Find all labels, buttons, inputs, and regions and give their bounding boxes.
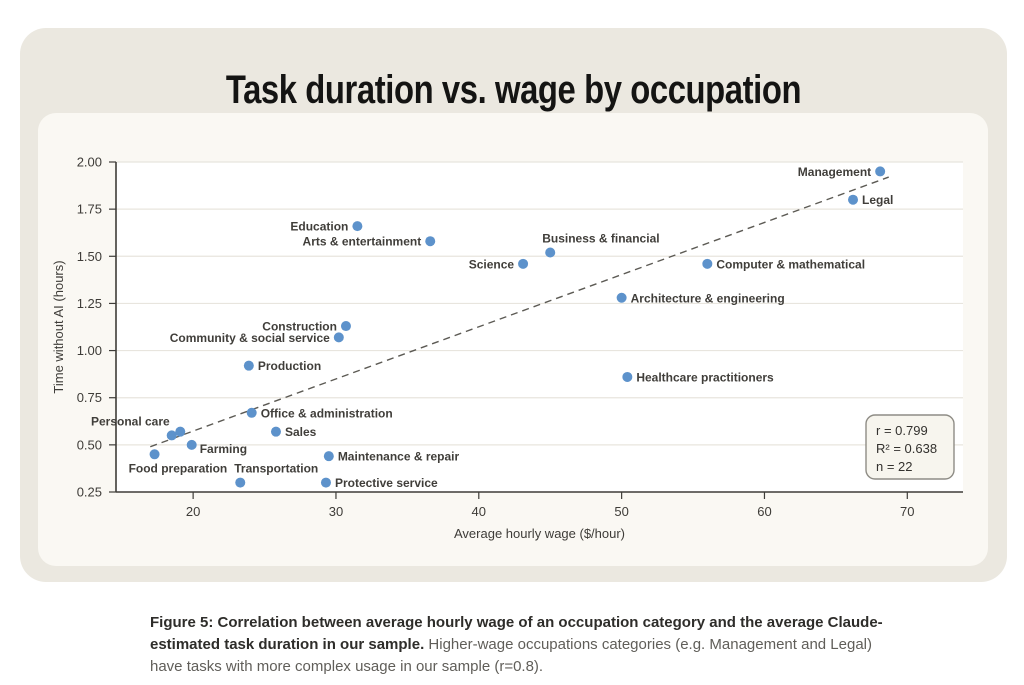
data-point-label: Management [798, 165, 871, 179]
x-tick-label: 20 [186, 504, 200, 519]
data-point [149, 449, 160, 460]
data-point [425, 236, 436, 247]
figure-card: Task duration vs. wage by occupation Man… [20, 28, 1007, 582]
data-point [518, 258, 529, 269]
caption-bold-text: Figure 5: Correlation between average ho… [150, 614, 883, 653]
y-tick-label: 2.00 [77, 155, 102, 170]
data-point [333, 332, 344, 343]
y-tick-label: 1.25 [77, 296, 102, 311]
data-point [702, 258, 713, 269]
data-point-label: Business & financial [542, 232, 659, 246]
data-point [235, 477, 246, 488]
data-point-label: Architecture & engineering [631, 291, 785, 305]
data-point [175, 426, 186, 437]
y-axis-title: Time without AI (hours) [51, 260, 66, 393]
x-tick-label: 30 [329, 504, 343, 519]
data-point [622, 371, 633, 382]
x-tick-label: 70 [900, 504, 914, 519]
figure-caption: Figure 5: Correlation between average ho… [150, 612, 892, 678]
stats-text: r = 0.799 [876, 423, 928, 438]
data-point-label: Farming [200, 442, 247, 456]
stats-box [865, 414, 955, 480]
data-point [352, 221, 363, 232]
caption-regular-text: Higher-wage occupations categories (e.g.… [150, 636, 873, 675]
data-point-label: Transportation [234, 462, 318, 476]
stats-text: R² = 0.638 [876, 441, 937, 456]
y-tick-label: 1.00 [77, 343, 102, 358]
data-point [848, 194, 859, 205]
data-point [875, 166, 886, 177]
plot-area [116, 162, 963, 492]
data-point-label: Education [290, 220, 348, 234]
data-point-label: Office & administration [261, 406, 393, 420]
x-tick-label: 50 [614, 504, 628, 519]
y-tick-label: 1.75 [77, 202, 102, 217]
stats-text: n = 22 [876, 459, 913, 474]
chart-title: Task duration vs. wage by occupation [225, 68, 802, 112]
data-point [616, 292, 627, 303]
data-point-label: Community & social service [170, 331, 330, 345]
data-point [340, 321, 351, 332]
x-tick-label: 60 [757, 504, 771, 519]
data-point-label: Science [469, 257, 515, 271]
y-tick-label: 0.25 [77, 485, 102, 500]
data-point-label: Computer & mathematical [716, 257, 865, 271]
chart-panel: Management Legal Education Arts & entertain… [38, 113, 988, 566]
data-point-label: Healthcare practitioners [636, 370, 774, 384]
data-point-label: Legal [862, 193, 893, 207]
data-point-label: Arts & entertainment [303, 235, 422, 249]
data-point [186, 439, 197, 450]
y-tick-label: 1.50 [77, 249, 102, 264]
data-point [320, 477, 331, 488]
data-point [166, 430, 177, 441]
y-tick-label: 0.50 [77, 437, 102, 452]
y-tick-label: 0.75 [77, 390, 102, 405]
data-point [246, 407, 257, 418]
data-point-label: Maintenance & repair [338, 450, 460, 464]
data-point [545, 247, 556, 258]
data-point-label: Sales [285, 425, 317, 439]
data-point-label: Construction [262, 320, 337, 334]
data-point [243, 360, 254, 371]
data-point [323, 451, 334, 462]
data-point-label: Food preparation [129, 461, 228, 475]
x-axis-title: Average hourly wage ($/hour) [454, 526, 625, 541]
x-tick-label: 40 [472, 504, 486, 519]
data-point [270, 426, 281, 437]
data-point-label: Production [258, 359, 321, 373]
data-point-label: Protective service [335, 476, 438, 490]
data-point-label: Personal care [91, 414, 170, 428]
